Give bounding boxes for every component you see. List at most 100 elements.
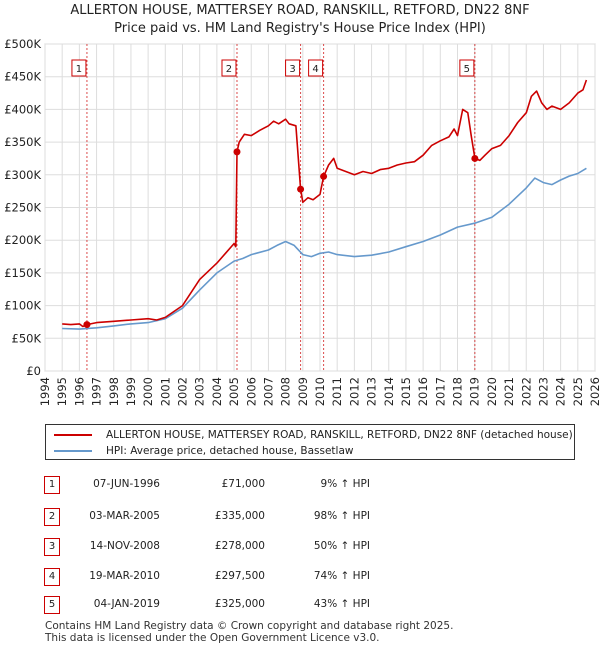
x-tick-label: 1998 [107, 377, 121, 406]
title-line-1: ALLERTON HOUSE, MATTERSEY ROAD, RANSKILL… [70, 3, 530, 18]
legend-item-hpi: HPI: Average price, detached house, Bass… [54, 443, 353, 459]
sale-labels: 1 2 3 4 5 [71, 59, 475, 77]
y-axis: £0 £50K £100K £150K £200K £250K £300K £350K £400… [4, 37, 41, 378]
x-tick-label: 1994 [38, 377, 52, 406]
property-price-line [62, 79, 588, 328]
x-tick-label: 2025 [571, 377, 585, 406]
series-lines [62, 79, 588, 330]
sale-hpi-change: 50% ↑ HPI [313, 540, 370, 552]
sale-point [233, 148, 241, 156]
x-tick-label: 2022 [519, 377, 533, 406]
sale-label-box [308, 59, 324, 77]
x-tick-label: 2011 [330, 377, 344, 406]
x-tick-label: 1996 [72, 377, 86, 406]
x-tick-label: 1995 [55, 377, 69, 406]
sale-date: 14-NOV-2008 [89, 540, 160, 552]
sale-label-number: 2 [226, 64, 232, 75]
sale-number-badge: 2 [44, 508, 60, 526]
footer: Contains HM Land Registry data © Crown c… [45, 620, 453, 644]
hpi-line [62, 167, 587, 330]
y-tick-label: £500K [4, 37, 41, 51]
x-tick-label: 2026 [588, 377, 600, 406]
x-tick-label: 2000 [141, 377, 155, 406]
y-tick-label: £400K [4, 102, 41, 116]
legend: ALLERTON HOUSE, MATTERSEY ROAD, RANSKILL… [45, 424, 575, 460]
footer-copyright: Contains HM Land Registry data © Crown c… [45, 620, 454, 632]
x-tick-label: 2015 [399, 377, 413, 406]
x-tick-label: 2019 [468, 377, 482, 406]
sale-point [471, 154, 479, 162]
sale-row: 2 03-MAR-2005 £335,000 98% ↑ HPI [0, 508, 600, 528]
y-tick-label: £200K [4, 233, 41, 247]
x-tick-label: 2008 [279, 377, 293, 406]
legend-label-hpi: HPI: Average price, detached house, Bass… [106, 445, 354, 457]
x-tick-label: 2024 [554, 377, 568, 406]
y-tick-label: £150K [4, 266, 41, 280]
legend-label-property: ALLERTON HOUSE, MATTERSEY ROAD, RANSKILL… [106, 429, 573, 441]
sale-label-box [221, 59, 237, 77]
sale-label-box [285, 59, 301, 77]
footer-licence: This data is licensed under the Open Gov… [45, 632, 380, 644]
x-tick-label: 2018 [451, 377, 465, 406]
y-tick-label: £250K [4, 201, 41, 215]
sale-points [83, 148, 479, 329]
sale-number-badge: 5 [44, 596, 60, 614]
sale-label-number: 1 [76, 64, 82, 75]
x-tick-label: 2016 [416, 377, 430, 406]
y-tick-label: £100K [4, 299, 41, 313]
y-tick-label: £50K [12, 331, 42, 345]
sale-label-box [71, 59, 87, 77]
sale-price: £297,500 [214, 570, 265, 582]
sale-hpi-change: 43% ↑ HPI [313, 598, 370, 610]
y-tick-label: £0 [26, 364, 41, 378]
chart-title: ALLERTON HOUSE, MATTERSEY ROAD, RANSKILL… [0, 2, 600, 38]
sale-label-number: 3 [289, 64, 295, 75]
sale-row: 4 19-MAR-2010 £297,500 74% ↑ HPI [0, 568, 600, 588]
sale-date: 03-MAR-2005 [89, 510, 160, 522]
sale-number-badge: 4 [44, 568, 60, 586]
x-tick-label: 2003 [193, 377, 207, 406]
sale-price: £325,000 [214, 598, 265, 610]
sale-point [297, 185, 305, 193]
y-tick-label: £350K [4, 135, 41, 149]
x-tick-label: 2004 [210, 377, 224, 406]
x-tick-label: 2001 [158, 377, 172, 406]
x-axis: 1994 1995 1996 1997 1998 1999 2000 2001 2002 2003… [38, 377, 600, 406]
sale-row: 3 14-NOV-2008 £278,000 50% ↑ HPI [0, 538, 600, 558]
x-tick-label: 1997 [90, 377, 104, 406]
x-tick-label: 2009 [296, 377, 310, 406]
x-tick-label: 2014 [382, 377, 396, 406]
sale-price: £71,000 [221, 478, 265, 490]
x-tick-label: 2002 [176, 377, 190, 406]
x-tick-label: 2012 [347, 377, 361, 406]
sale-number-badge: 3 [44, 538, 60, 556]
sale-date: 19-MAR-2010 [89, 570, 160, 582]
sale-point [83, 321, 91, 329]
x-tick-label: 1999 [124, 377, 138, 406]
legend-item-property: ALLERTON HOUSE, MATTERSEY ROAD, RANSKILL… [54, 427, 573, 443]
title-line-2: Price paid vs. HM Land Registry's House … [114, 21, 486, 36]
y-tick-label: £300K [4, 168, 41, 182]
x-tick-label: 2023 [536, 377, 550, 406]
sale-price: £278,000 [214, 540, 265, 552]
sale-label-number: 4 [312, 64, 318, 75]
sale-price: £335,000 [214, 510, 265, 522]
legend-swatch-property [54, 434, 92, 436]
x-tick-label: 2021 [502, 377, 516, 406]
price-chart: 1 2 3 4 5 £0 £50K £100K £150K £200K £250K £300K £35… [4, 37, 600, 406]
sale-marker-lines [86, 44, 476, 371]
x-tick-label: 2010 [313, 377, 327, 406]
sale-point [320, 172, 328, 180]
sale-row: 5 04-JAN-2019 £325,000 43% ↑ HPI [0, 596, 600, 616]
x-tick-label: 2017 [433, 377, 447, 406]
x-tick-label: 2007 [261, 377, 275, 406]
y-tick-label: £450K [4, 70, 41, 84]
sale-hpi-change: 9% ↑ HPI [320, 478, 370, 490]
sale-label-box [459, 59, 475, 77]
sale-hpi-change: 74% ↑ HPI [313, 570, 370, 582]
sale-label-number: 5 [464, 64, 470, 75]
x-tick-label: 2005 [227, 377, 241, 406]
x-tick-label: 2013 [365, 377, 379, 406]
sale-date: 04-JAN-2019 [93, 598, 160, 610]
sale-row: 1 07-JUN-1996 £71,000 9% ↑ HPI [0, 476, 600, 496]
